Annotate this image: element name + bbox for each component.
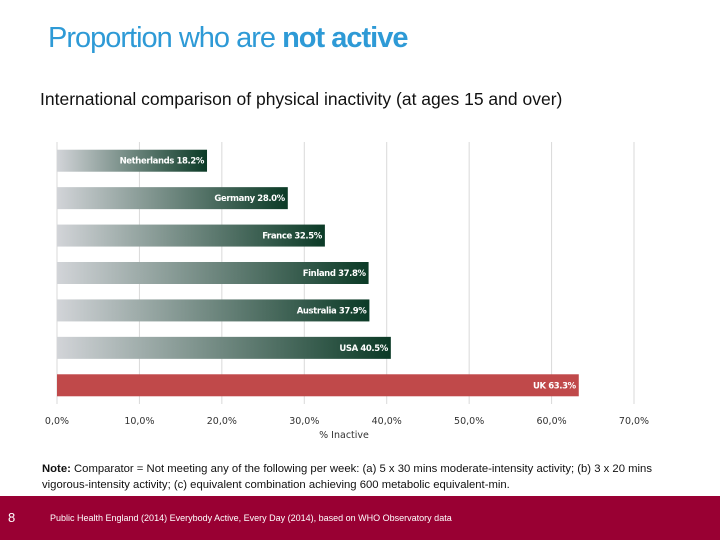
x-tick-label: 50,0%: [454, 416, 484, 427]
bar-germany: [57, 187, 288, 210]
bar-australia: [57, 299, 370, 322]
bar-chart: Netherlands 18.2% Germany 28.0% France 32.…: [45, 142, 649, 441]
x-tick-label: 0,0%: [45, 416, 69, 427]
page-number: 8: [8, 510, 16, 525]
x-tick-label: 30,0%: [289, 416, 319, 427]
slide-title-bold: not active: [282, 22, 408, 54]
bar-data-label: Finland 37.8%: [303, 269, 367, 279]
footer-bar: 8 Public Health England (2014) Everybody…: [0, 496, 720, 540]
chart-title: International comparison of physical ina…: [40, 89, 563, 109]
bar-france: [57, 224, 325, 247]
x-tick-label: 20,0%: [207, 416, 237, 427]
note-text: Comparator = Not meeting any of the foll…: [42, 463, 652, 491]
slide-title-regular: Proportion who are: [48, 22, 283, 54]
slide-title: Proportion who are not active: [48, 22, 408, 55]
bar-data-label: Germany 28.0%: [214, 194, 285, 204]
bar-usa: [57, 336, 391, 359]
bar-netherlands: [57, 149, 208, 172]
bar-finland: [57, 262, 369, 284]
source-citation: Public Health England (2014) Everybody A…: [50, 513, 452, 523]
bar-data-label: France 32.5%: [262, 232, 323, 242]
x-tick-label: 10,0%: [124, 416, 154, 427]
x-axis-label: % Inactive: [319, 430, 369, 441]
bar-data-label: Netherlands 18.2%: [120, 157, 205, 167]
bar-uk: [57, 374, 579, 397]
x-tick-label: 70,0%: [619, 416, 649, 427]
bar-data-label: Australia 37.9%: [297, 306, 368, 316]
x-tick-label: 40,0%: [372, 416, 402, 427]
bar-data-label: UK 63.3%: [533, 381, 577, 391]
note: Note: Comparator = Not meeting any of th…: [42, 461, 682, 493]
note-label: Note:: [42, 463, 71, 475]
x-tick-label: 60,0%: [536, 416, 566, 427]
bar-data-label: USA 40.5%: [339, 344, 388, 354]
